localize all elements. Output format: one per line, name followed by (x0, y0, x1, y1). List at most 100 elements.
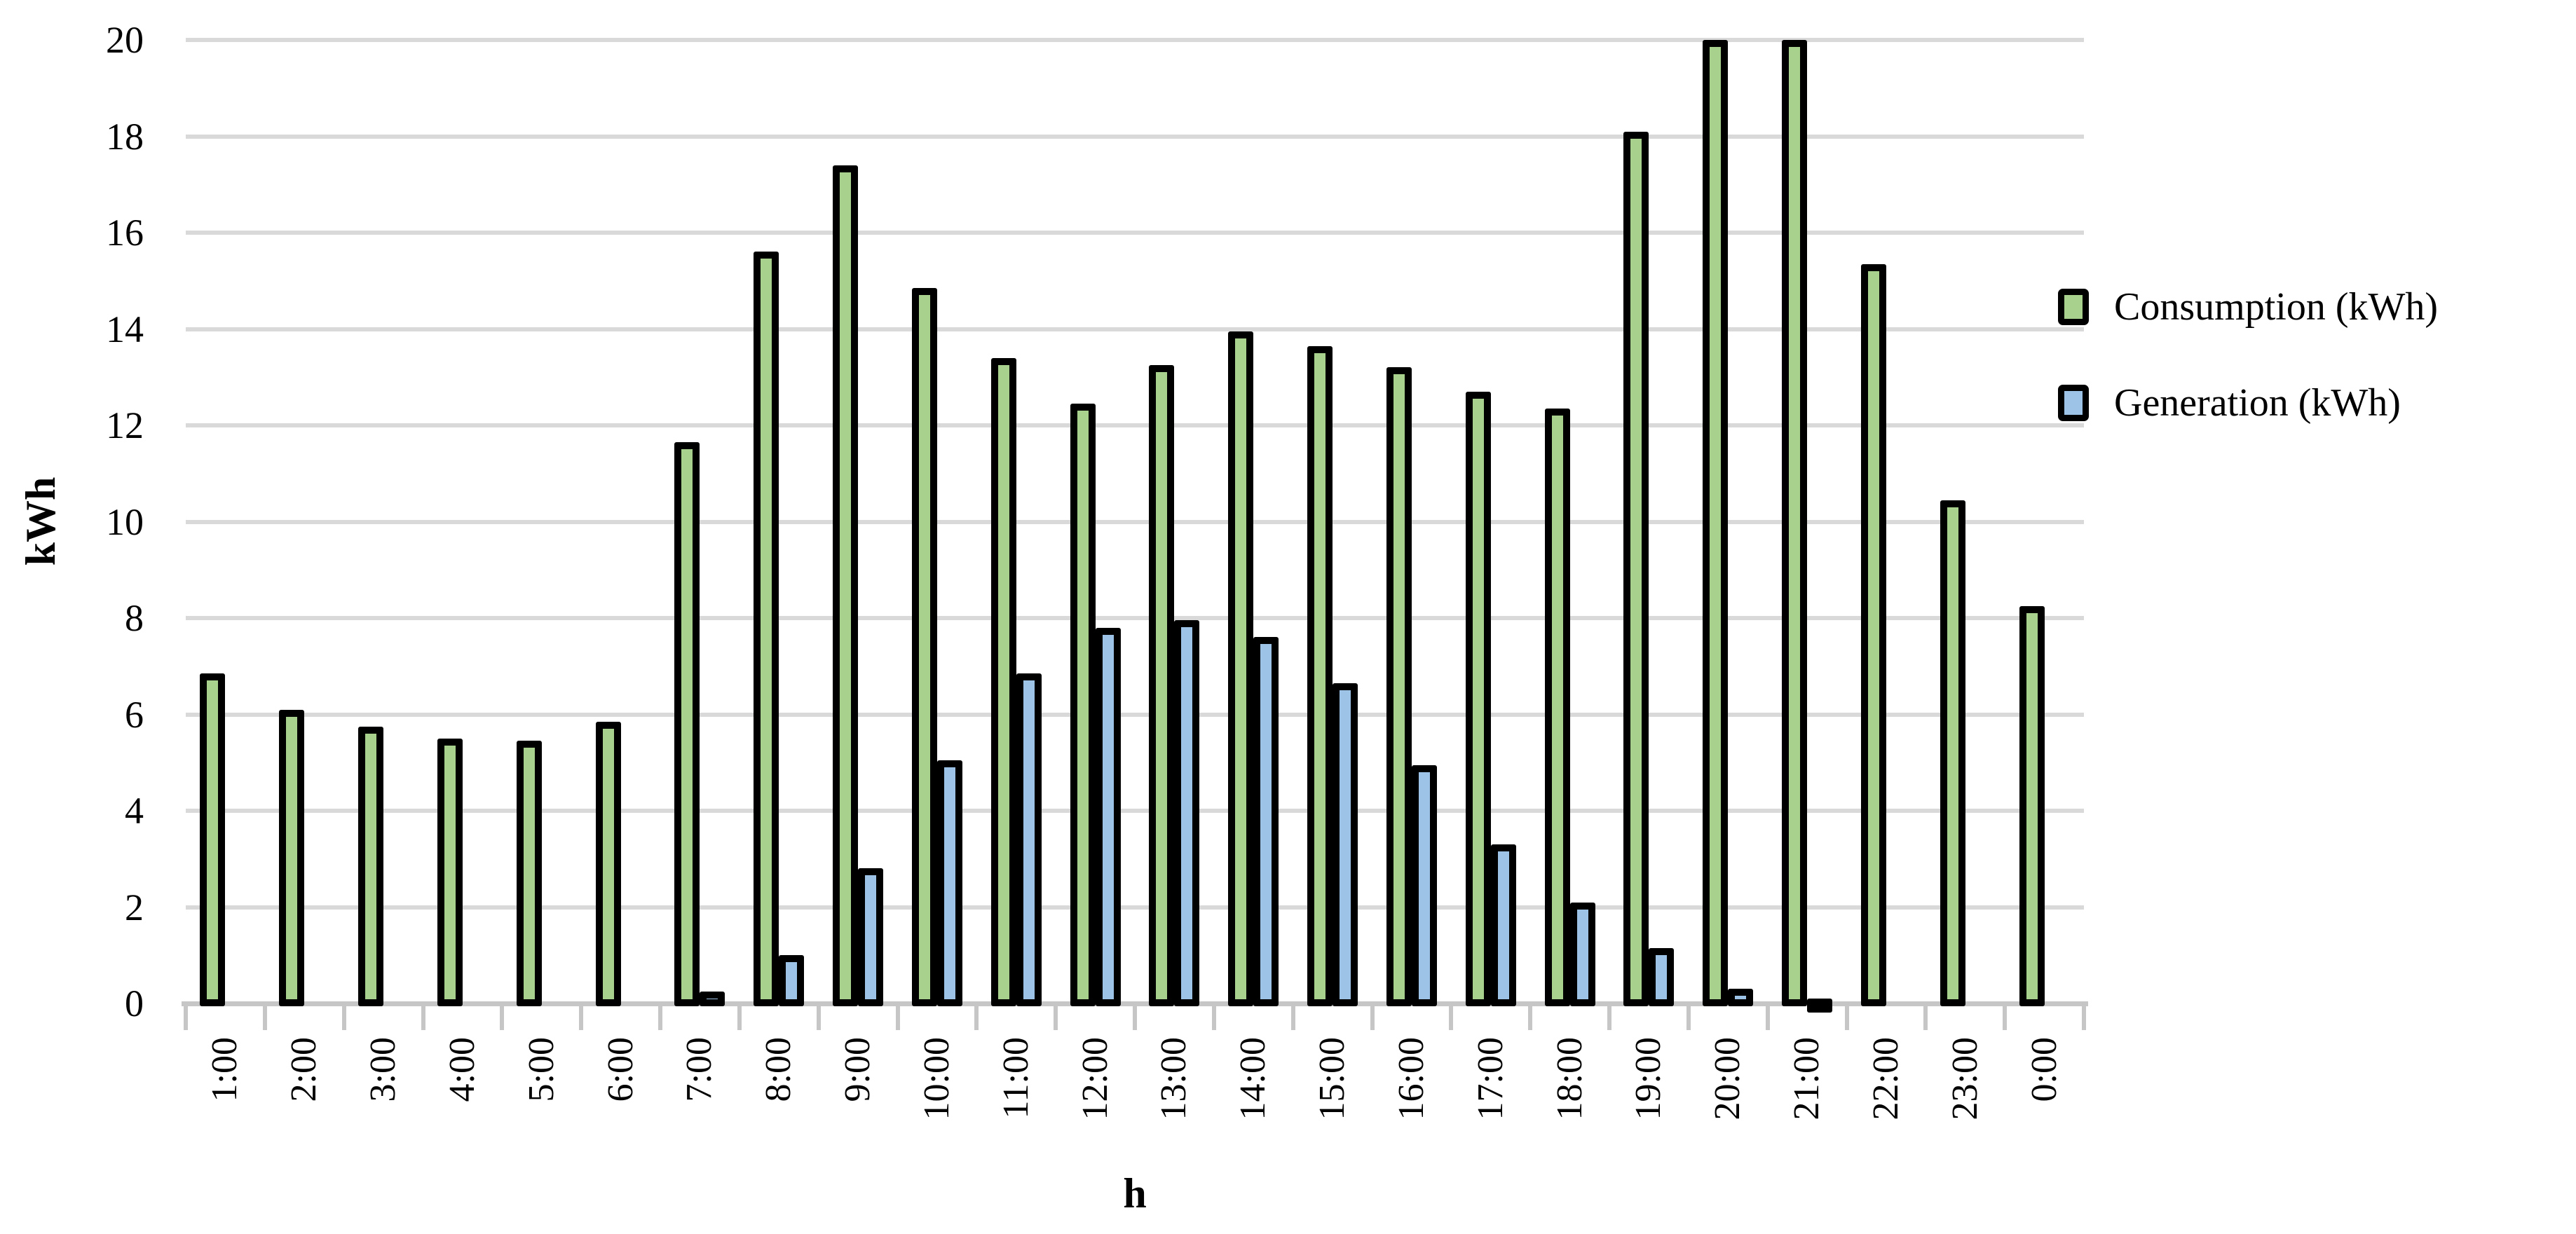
consumption-bar (437, 739, 463, 1006)
axis-tick (421, 1006, 425, 1030)
gridline (186, 423, 2084, 427)
consumption-bar (1860, 264, 1886, 1006)
axis-tick (1607, 1006, 1611, 1030)
y-axis-tick-label: 4 (125, 790, 144, 832)
generation-bar (779, 955, 805, 1006)
axis-tick (262, 1006, 267, 1030)
gridline (186, 616, 2084, 620)
consumption-bar (200, 673, 226, 1006)
generation-bar (1333, 683, 1358, 1006)
gridline (186, 905, 2084, 910)
x-axis-tick-label: 14:00 (1233, 1037, 1274, 1120)
y-axis-tick-label: 8 (125, 597, 144, 639)
y-axis-tick-label: 14 (106, 308, 144, 350)
y-axis-title: kWh (18, 477, 64, 566)
x-axis-tick-label: 9:00 (838, 1037, 878, 1102)
generation-bar (1174, 620, 1200, 1006)
consumption-bar (358, 727, 384, 1006)
consumption-bar (1070, 404, 1096, 1006)
axis-tick (500, 1006, 505, 1030)
axis-tick (816, 1006, 821, 1030)
x-axis-tick-label: 23:00 (1944, 1037, 1985, 1120)
gridline (186, 38, 2084, 42)
consumption-bar (1940, 500, 1965, 1006)
y-axis-tick-label: 18 (106, 115, 144, 158)
x-axis-tick-label: 0:00 (2024, 1037, 2064, 1102)
x-axis-tick-label: 20:00 (1708, 1037, 1748, 1120)
x-axis-tick-label: 8:00 (758, 1037, 799, 1102)
generation-bar (1253, 637, 1279, 1006)
axis-tick (1528, 1006, 1533, 1030)
y-axis-tick-label: 12 (106, 404, 144, 446)
consumption-bar (2019, 606, 2045, 1006)
y-axis-tick-label: 0 (125, 982, 144, 1024)
axis-tick (1133, 1006, 1137, 1030)
x-axis-tick-label: 10:00 (916, 1037, 957, 1120)
x-axis-title: h (1123, 1170, 1147, 1216)
x-axis-tick-label: 5:00 (521, 1037, 561, 1102)
generation-bar (1016, 673, 1042, 1006)
axis-tick (2082, 1006, 2086, 1030)
axis-tick (1290, 1006, 1295, 1030)
consumption-bar (1228, 331, 1254, 1006)
legend-item: Consumption (kWh) (2058, 287, 2438, 327)
y-axis-tick-label: 10 (106, 500, 144, 543)
generation-bar (1490, 844, 1516, 1006)
axis-tick (1211, 1006, 1216, 1030)
y-axis-tick-label: 20 (106, 19, 144, 61)
consumption-bar (1782, 40, 1808, 1006)
consumption-bar (279, 710, 305, 1006)
axis-tick (184, 1006, 188, 1030)
gridline (186, 327, 2084, 331)
axis-tick (1765, 1006, 1770, 1030)
axis-tick (2003, 1006, 2008, 1030)
x-axis-tick-label: 15:00 (1312, 1037, 1353, 1120)
gridline (186, 712, 2084, 717)
generation-bar (1095, 628, 1121, 1006)
axis-tick (1844, 1006, 1849, 1030)
x-axis-tick-label: 1:00 (205, 1037, 245, 1102)
axis-tick (1370, 1006, 1375, 1030)
x-axis-tick-label: 6:00 (600, 1037, 641, 1102)
generation-bar (1649, 948, 1675, 1006)
x-axis-tick-label: 18:00 (1549, 1037, 1590, 1120)
x-axis-tick-label: 4:00 (442, 1037, 482, 1102)
x-axis-tick-label: 7:00 (679, 1037, 720, 1102)
x-axis-tick-label: 16:00 (1391, 1037, 1431, 1120)
generation-bar (1411, 765, 1437, 1006)
axis-tick (895, 1006, 900, 1030)
generation-bar (1569, 903, 1595, 1006)
consumption-bar (516, 741, 542, 1006)
generation-bar (1728, 989, 1754, 1006)
axis-tick (658, 1006, 662, 1030)
x-axis-tick-label: 12:00 (1075, 1037, 1115, 1120)
consumption-bar (1386, 367, 1412, 1006)
legend-swatch-consumption (2058, 289, 2089, 325)
axis-tick (974, 1006, 979, 1030)
x-axis-tick-label: 21:00 (1787, 1037, 1827, 1120)
consumption-bar (1149, 365, 1175, 1006)
gridline (186, 519, 2084, 524)
y-axis-tick-label: 16 (106, 212, 144, 254)
x-axis-tick-label: 22:00 (1865, 1037, 1906, 1120)
axis-tick (1923, 1006, 1928, 1030)
consumption-bar (1703, 40, 1729, 1006)
consumption-bar (1544, 409, 1570, 1006)
axis-tick (341, 1006, 346, 1030)
consumption-bar (674, 442, 700, 1006)
x-axis-tick-label: 2:00 (284, 1037, 325, 1102)
gridline (186, 134, 2084, 139)
consumption-bar (595, 722, 621, 1006)
axis-tick (1054, 1006, 1058, 1030)
legend-swatch-generation (2058, 385, 2089, 421)
consumption-bar (754, 252, 779, 1006)
consumption-bar (1307, 346, 1333, 1006)
generation-bar (858, 868, 884, 1006)
y-axis-tick-label: 2 (125, 886, 144, 928)
generation-bar (700, 992, 725, 1006)
consumption-bar (1623, 132, 1649, 1006)
axis-tick (579, 1006, 584, 1030)
axis-tick (1449, 1006, 1454, 1030)
x-axis-tick-label: 19:00 (1628, 1037, 1669, 1120)
consumption-bar (990, 358, 1016, 1006)
